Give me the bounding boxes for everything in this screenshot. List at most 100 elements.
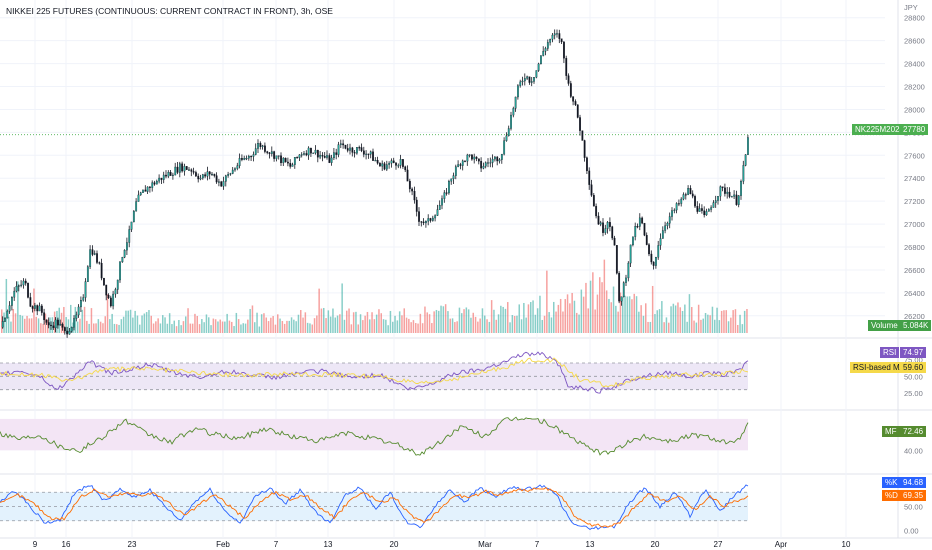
volume-bar: [693, 320, 695, 333]
volume-bar: [116, 324, 118, 333]
volume-bar: [311, 324, 313, 333]
candle-body: [735, 194, 738, 205]
volume-bar: [686, 321, 688, 333]
candle-body: [208, 171, 211, 175]
candle-body: [34, 305, 36, 309]
volume-bar: [217, 321, 219, 333]
price-tick-label: 28200: [904, 83, 925, 92]
volume-bar: [513, 315, 516, 333]
volume-bar: [727, 321, 730, 333]
candle-body: [574, 101, 577, 105]
candle-body: [714, 200, 717, 203]
volume-bar: [631, 299, 633, 333]
indicator-tick-label: 0.00: [904, 526, 919, 535]
volume-bar: [603, 259, 606, 333]
candle-body: [425, 221, 427, 224]
volume-bar: [463, 309, 465, 333]
volume-bar: [401, 315, 403, 333]
candle-body: [464, 160, 466, 162]
volume-bar: [26, 315, 28, 333]
volume-bar: [286, 320, 288, 333]
volume-bar: [421, 323, 424, 333]
volume-bar: [661, 301, 663, 333]
volume-bar: [438, 310, 440, 333]
volume-bar: [336, 315, 339, 333]
volume-bar: [543, 315, 546, 333]
candle-body: [172, 174, 174, 176]
candle-body: [406, 169, 409, 182]
volume-bar: [426, 312, 428, 333]
candle-body: [54, 319, 57, 329]
candle-body: [678, 203, 680, 205]
volume-bar: [490, 300, 493, 333]
volume-bar: [645, 303, 647, 333]
price-tick-label: 26400: [904, 289, 925, 298]
volume-bar: [72, 322, 74, 333]
volume-bar: [51, 317, 54, 333]
volume-bar: [348, 308, 350, 333]
volume-bar: [500, 305, 502, 333]
candle-body: [657, 245, 660, 258]
candle-body: [270, 151, 273, 154]
candle-body: [22, 280, 25, 286]
volume-bar: [366, 311, 369, 333]
volume-bar: [389, 310, 392, 333]
candle-body: [257, 143, 259, 149]
candle-body: [395, 162, 397, 166]
volume-bar: [580, 289, 583, 333]
volume-bar: [155, 321, 157, 333]
volume-bar: [1, 309, 3, 333]
candle-body: [632, 236, 634, 246]
volume-bar: [226, 313, 228, 333]
volume-bar: [546, 270, 548, 333]
candle-body: [11, 297, 13, 306]
candle-body: [273, 151, 276, 159]
volume-bar: [663, 322, 665, 333]
volume-bar: [237, 319, 240, 333]
volume-bar: [208, 317, 210, 333]
candle-body: [119, 261, 121, 281]
indicator-tick-label: 50.00: [904, 372, 923, 381]
volume-bar: [134, 310, 136, 333]
volume-bar: [306, 322, 309, 333]
candle-body: [13, 290, 16, 298]
candle-body: [206, 171, 209, 177]
volume-value-tag: 5.084K: [900, 320, 932, 331]
volume-bar: [185, 316, 187, 333]
candle-body: [450, 178, 453, 182]
candle-body: [165, 174, 167, 177]
volume-bar: [472, 312, 474, 333]
candle-body: [583, 140, 586, 158]
candle-body: [418, 211, 420, 222]
mf-label-tag: MF: [882, 426, 900, 437]
symbol-title[interactable]: NIKKEI 225 FUTURES (CONTINUOUS: CURRENT …: [6, 6, 333, 16]
volume-bar: [599, 277, 601, 333]
volume-bar: [313, 318, 316, 333]
x-tick-label: 27: [714, 540, 723, 549]
volume-bar: [320, 308, 323, 333]
volume-bar: [118, 324, 120, 333]
candle-body: [703, 210, 706, 216]
candle-body: [379, 163, 381, 167]
candle-body: [452, 175, 455, 180]
volume-bar: [658, 309, 661, 333]
candle-body: [45, 319, 48, 323]
candle-body: [40, 305, 43, 313]
candle-body: [673, 209, 676, 211]
volume-bar: [309, 323, 311, 333]
volume-bar: [714, 319, 716, 333]
volume-bar: [99, 321, 102, 333]
candle-body: [724, 187, 726, 194]
candle-body: [611, 226, 614, 239]
candle-body: [261, 145, 264, 147]
candle-body: [365, 153, 368, 155]
volume-bar: [582, 296, 585, 333]
candle-body: [530, 81, 533, 83]
candle-body: [544, 48, 547, 52]
volume-bar: [81, 309, 83, 333]
candle-body: [569, 83, 572, 97]
candle-body: [565, 58, 568, 76]
candle-body: [618, 273, 621, 302]
volume-bar: [323, 307, 325, 333]
